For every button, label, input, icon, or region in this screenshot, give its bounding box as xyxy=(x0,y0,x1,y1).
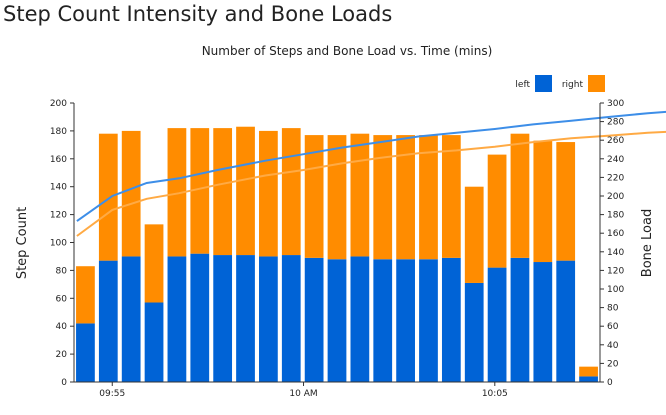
bar-right xyxy=(396,135,415,260)
y2-tick-label: 0 xyxy=(607,378,613,388)
bar-left xyxy=(213,255,233,382)
bar-left xyxy=(259,256,278,382)
page-title: Step Count Intensity and Bone Loads xyxy=(3,2,393,26)
y-tick-label: 180 xyxy=(50,127,67,137)
y2-tick-label: 160 xyxy=(607,229,624,239)
bar-right xyxy=(556,142,576,261)
y2-tick-label: 100 xyxy=(607,285,624,295)
bar-right xyxy=(533,140,553,263)
bar-right xyxy=(167,128,187,257)
y2-tick-label: 140 xyxy=(607,248,624,258)
bar-left xyxy=(327,259,347,382)
y2-axis-label: Bone Load xyxy=(640,209,655,277)
y-tick-label: 20 xyxy=(56,350,68,360)
y-tick-label: 40 xyxy=(56,322,68,332)
chart-title: Number of Steps and Bone Load vs. Time (… xyxy=(202,44,493,58)
bar-right xyxy=(441,135,461,258)
lines xyxy=(76,110,666,237)
bar-left xyxy=(579,376,598,382)
y2-tick-label: 200 xyxy=(607,192,624,202)
y2-tick-label: 180 xyxy=(607,211,624,221)
y-tick-label: 80 xyxy=(56,266,68,276)
y2-tick-label: 120 xyxy=(607,266,624,276)
bar-right xyxy=(579,366,598,377)
bar-left xyxy=(533,262,553,382)
bar-left xyxy=(396,259,415,382)
y2-tick-label: 300 xyxy=(607,99,624,109)
ticks: 0 20 40 60 80 100 120 140 160 180 200 0 20 40 60 80 100 1… xyxy=(50,99,625,399)
y2-tick-label: 280 xyxy=(607,118,624,128)
y-tick-label: 200 xyxy=(50,99,67,109)
line-left xyxy=(76,110,666,222)
x-tick-label: 09:55 xyxy=(99,389,125,399)
legend-swatch xyxy=(588,75,605,92)
line-right xyxy=(76,130,666,237)
y2-tick-label: 40 xyxy=(607,341,619,351)
y-tick-label: 100 xyxy=(50,239,67,249)
bar-left xyxy=(76,323,95,382)
y-tick-label: 0 xyxy=(61,378,67,388)
legend: left right xyxy=(515,75,605,92)
y-axis-label: Step Count xyxy=(15,207,30,279)
y-tick-label: 140 xyxy=(50,183,67,193)
y-tick-label: 160 xyxy=(50,155,67,165)
bar-right xyxy=(510,133,530,258)
bar-right xyxy=(144,224,164,303)
bar-right xyxy=(419,135,438,260)
y-tick-label: 60 xyxy=(56,294,68,304)
bar-left xyxy=(121,256,141,382)
bar-right xyxy=(259,130,278,257)
x-tick-label: 10:05 xyxy=(482,389,508,399)
bar-left xyxy=(419,259,438,382)
bar-left xyxy=(167,256,187,382)
bar-left xyxy=(510,257,530,382)
legend-label: right xyxy=(562,80,584,90)
bar-left xyxy=(373,259,393,382)
bar-right xyxy=(350,133,370,257)
bar-left xyxy=(98,260,118,382)
bar-right xyxy=(304,135,324,258)
legend-swatch xyxy=(535,75,552,92)
bar-left xyxy=(487,267,507,382)
y2-tick-label: 20 xyxy=(607,359,619,369)
bar-left xyxy=(190,253,210,382)
bar-left xyxy=(236,255,255,382)
bar-left xyxy=(144,302,164,382)
bar-right xyxy=(76,266,95,324)
y2-tick-label: 260 xyxy=(607,136,624,146)
bar-left xyxy=(350,256,370,382)
bar-left xyxy=(464,282,484,382)
bar-right xyxy=(464,186,484,283)
legend-label: left xyxy=(515,80,530,90)
bar-right xyxy=(487,154,507,268)
bar-right xyxy=(98,133,118,261)
bar-left xyxy=(441,257,461,382)
y2-tick-label: 240 xyxy=(607,155,624,165)
bar-right xyxy=(327,135,347,260)
bar-right xyxy=(236,126,255,256)
bar-right xyxy=(190,128,210,254)
bar-right xyxy=(373,135,393,260)
y2-tick-label: 60 xyxy=(607,322,619,332)
bar-left xyxy=(281,255,301,382)
bar-right xyxy=(213,128,233,256)
bar-right xyxy=(281,128,301,256)
bar-left xyxy=(304,257,324,382)
y2-tick-label: 80 xyxy=(607,304,619,314)
y-tick-label: 120 xyxy=(50,211,67,221)
x-tick-label: 10 AM xyxy=(289,389,317,399)
y2-tick-label: 220 xyxy=(607,173,624,183)
bar-right xyxy=(121,130,141,257)
bar-left xyxy=(556,260,576,382)
bars xyxy=(76,126,598,382)
